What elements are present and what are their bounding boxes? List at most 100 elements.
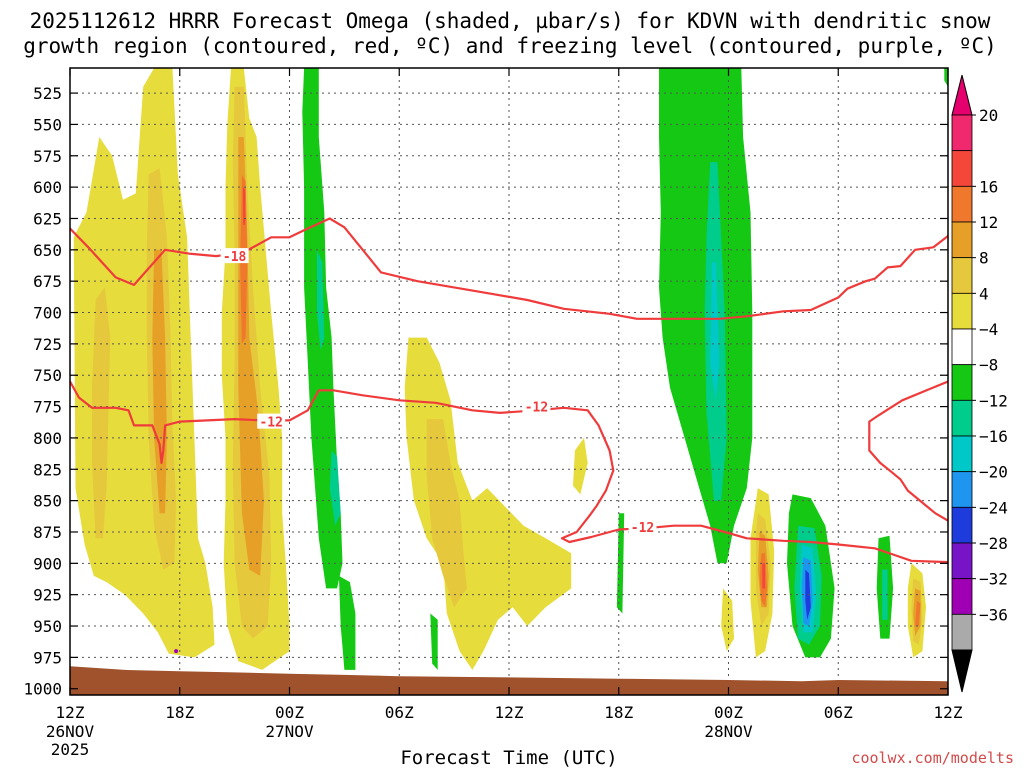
- x-tick-date: 27NOV: [265, 722, 314, 741]
- freezing-level: [174, 649, 179, 654]
- y-tick-label: 575: [33, 147, 62, 166]
- x-tick-label: 00Z: [714, 703, 743, 722]
- omega-region--4: [430, 613, 438, 670]
- colorbar-label: −16: [979, 427, 1008, 446]
- y-tick-label: 975: [33, 648, 62, 667]
- y-tick-label: 525: [33, 84, 62, 103]
- omega-region-4: [404, 337, 572, 670]
- colorbar-swatch: [951, 257, 973, 294]
- colorbar-label: −36: [979, 605, 1008, 624]
- y-tick-label: 950: [33, 617, 62, 636]
- omega-region--8: [329, 450, 341, 526]
- colorbar-swatch: [951, 185, 973, 223]
- omega-region-20: [762, 563, 766, 589]
- y-tick-label: 1000: [23, 680, 62, 699]
- omega-region-8: [426, 419, 467, 608]
- colorbar-label: −8: [979, 356, 998, 375]
- colorbar-swatch: [951, 150, 973, 187]
- colorbar-label: −32: [979, 570, 1008, 589]
- chart-title-line-1: 2025112612 HRRR Forecast Omega (shaded, …: [30, 9, 991, 33]
- colorbar-label: −20: [979, 463, 1008, 482]
- plot-area: [73, 68, 948, 670]
- dgz-contours: -18 -12 -12 -12: [70, 217, 948, 564]
- omega-region--8: [316, 249, 325, 351]
- y-tick-label: 925: [33, 586, 62, 605]
- omega-region--4: [338, 575, 356, 670]
- omega-region-8: [92, 287, 111, 539]
- omega-region-4: [573, 437, 588, 495]
- x-tick-date: 28NOV: [704, 722, 753, 741]
- colorbar-label: 16: [979, 177, 998, 196]
- omega-region--8: [882, 569, 888, 620]
- omega-region--4: [944, 68, 948, 87]
- y-tick-label: 725: [33, 335, 62, 354]
- credit-text: coolwx.com/modelts: [851, 749, 1014, 767]
- y-tick-label: 825: [33, 460, 62, 479]
- y-tick-label: 875: [33, 523, 62, 542]
- omega-region-16: [915, 600, 921, 626]
- x-tick-label: 00Z: [275, 703, 304, 722]
- chart-title-line-2: growth region (contoured, red, ºC) and f…: [23, 34, 997, 58]
- x-tick-label: 12Z: [495, 703, 524, 722]
- omega-region-20: [242, 187, 246, 225]
- dgz-contour-label-bg: [628, 518, 657, 534]
- dgz-contour-label-bg: [522, 398, 551, 414]
- colorbar-swatch: [951, 114, 973, 152]
- colorbar-swatch: [951, 221, 973, 259]
- dgz-contour-line: [70, 217, 948, 320]
- colorbar-label: −24: [979, 498, 1008, 517]
- omega-region-4: [721, 588, 734, 652]
- x-tick-label: 12Z: [934, 703, 963, 722]
- x-axis-title: Forecast Time (UTC): [400, 747, 617, 768]
- colorbar-label: 12: [979, 213, 998, 232]
- y-tick-label: 900: [33, 554, 62, 573]
- colorbar-swatch: [951, 471, 973, 508]
- colorbar-swatch: [951, 613, 973, 651]
- colorbar-label: 20: [979, 106, 998, 125]
- colorbar-swatch: [951, 506, 973, 544]
- colorbar-bottom-cap: [951, 649, 973, 693]
- omega-region--12: [710, 262, 720, 401]
- colorbar-label: −12: [979, 391, 1008, 410]
- colorbar-label: 8: [979, 249, 989, 268]
- y-tick-label: 700: [33, 304, 62, 323]
- y-axis: 525 550 575 600 625 650 675 700 725 750 775 800 825 8…: [23, 84, 948, 699]
- colorbar-top-cap: [951, 74, 973, 116]
- colorbar: 20 16 12 8 4 −4 −8 −12 −16 −20 −24 −28 −32 −36: [951, 74, 1008, 693]
- colorbar-label: 4: [979, 284, 989, 303]
- y-tick-label: 650: [33, 241, 62, 260]
- dgz-contour-label: -12: [525, 401, 548, 416]
- colorbar-swatch: [951, 399, 973, 437]
- y-tick-label: 800: [33, 429, 62, 448]
- y-tick-label: 850: [33, 492, 62, 511]
- x-tick-label: 06Z: [824, 703, 853, 722]
- colorbar-swatch: [951, 292, 973, 330]
- colorbar-swatch: [951, 364, 973, 401]
- dgz-contour-label-bg: [257, 413, 286, 429]
- colorbar-swatch: [951, 542, 973, 580]
- omega-region-4: [73, 68, 215, 658]
- y-tick-label: 675: [33, 272, 62, 291]
- dgz-contour-label: -12: [259, 416, 282, 431]
- dgz-contour-label: -18: [223, 250, 247, 265]
- dgz-contour-label-bg: [220, 248, 249, 264]
- colorbar-label: −28: [979, 534, 1008, 553]
- grid-lines: [70, 68, 948, 695]
- dgz-contour-label: -12: [631, 521, 654, 536]
- y-tick-label: 550: [33, 115, 62, 134]
- x-tick-label: 18Z: [604, 703, 633, 722]
- x-tick-label: 12Z: [56, 703, 85, 722]
- colorbar-swatch: [951, 328, 973, 366]
- y-tick-label: 625: [33, 209, 62, 228]
- x-tick-year: 2025: [51, 740, 90, 759]
- y-tick-label: 750: [33, 366, 62, 385]
- colorbar-label: −4: [979, 320, 998, 339]
- omega-region--4: [616, 513, 625, 614]
- colorbar-swatch: [951, 435, 973, 473]
- y-tick-label: 775: [33, 398, 62, 417]
- x-tick-date: 26NOV: [46, 722, 95, 741]
- colorbar-swatch: [951, 578, 973, 615]
- y-tick-label: 600: [33, 178, 62, 197]
